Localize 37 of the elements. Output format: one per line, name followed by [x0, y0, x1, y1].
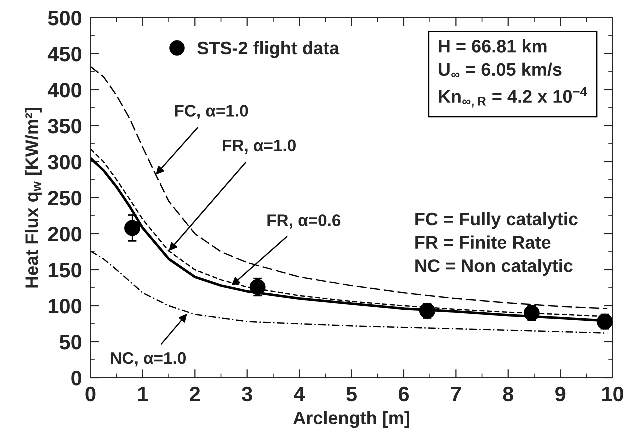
y-tick-label: 250 — [48, 190, 82, 206]
x-tick-label: 4 — [294, 387, 306, 402]
x-tick-label: 10 — [602, 386, 624, 402]
annotation: FC = Fully catalytic FR = Finite Rate NC = Non catalytic — [416, 212, 578, 276]
x-axis-title: Arclength [m] — [294, 411, 410, 428]
y-tick-label: 100 — [48, 298, 82, 314]
point — [524, 305, 540, 322]
x-tick-label: 1 — [138, 387, 148, 402]
point — [124, 220, 140, 236]
annotation: FR, α=0.6 — [268, 214, 341, 229]
annotation: FC, α=1.0 — [175, 105, 248, 120]
annotation: NC, α=1.0 — [111, 352, 186, 367]
y-tick-label: 0 — [72, 370, 82, 386]
point — [596, 314, 613, 330]
x-tick-label: 7 — [451, 387, 462, 402]
x-tick-label: 3 — [242, 386, 252, 402]
x-tick-label: 2 — [190, 386, 200, 402]
x-tick-label: 9 — [556, 386, 566, 402]
y-tick-label: 200 — [48, 226, 82, 242]
x-tick-label: 8 — [503, 386, 514, 402]
x-tick-label: 0 — [86, 386, 96, 402]
y-tick-label: 150 — [48, 262, 82, 278]
y-axis-title: Heat Flux q$_{w}$ [KW/m²] — [25, 108, 42, 288]
y-tick-label: 450 — [48, 46, 82, 62]
y-tick-label: 300 — [48, 154, 82, 170]
annotation: H = 66.81 km U$_{∞}$ = 6.05 km/s Kn$_{∞,R}$ = 4.2 x 10$^{−4}$ — [438, 40, 588, 108]
point — [250, 279, 266, 296]
line-series — [90, 250, 608, 334]
annotation: FR, α=1.0 — [223, 140, 296, 154]
y-tick-label: 500 — [48, 10, 82, 26]
y-tick-label: 400 — [48, 82, 82, 98]
point — [419, 303, 436, 320]
y-tick-label: 50 — [60, 334, 82, 350]
y-tick-label: 350 — [48, 118, 82, 134]
legend-label: STS-2 flight data — [198, 41, 340, 58]
x-tick-label: 6 — [398, 386, 410, 402]
x-tick-label: 5 — [346, 387, 357, 402]
